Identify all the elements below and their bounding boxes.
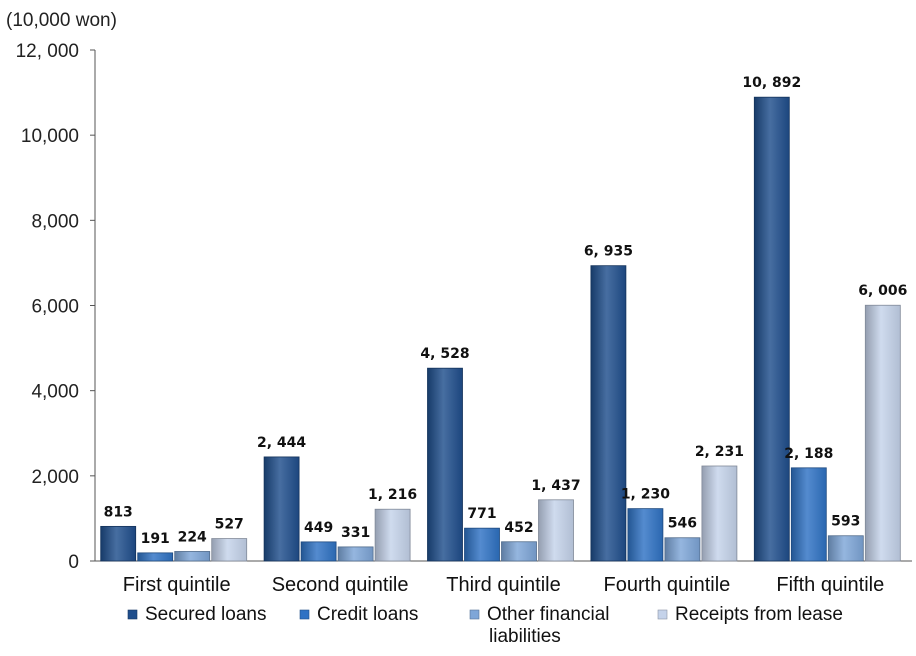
bar-receipts-from-lease <box>538 499 574 562</box>
value-label: 593 <box>831 514 860 530</box>
value-label: 10, 892 <box>742 75 801 91</box>
bar-receipts-from-lease <box>701 465 738 562</box>
bar-other-financial-liabilities <box>174 551 211 562</box>
value-label: 1, 216 <box>368 487 417 503</box>
category-label: Third quintile <box>446 574 561 596</box>
value-labels: 813 191 224 527 2, 444 449 331 1, 216 4, 528 771 4… <box>104 75 908 547</box>
value-label: 527 <box>215 517 244 533</box>
category-labels: First quintile Second quintile Third quint… <box>123 574 884 596</box>
bar-credit-loans <box>790 467 827 562</box>
legend-label: Other financial liabilities <box>487 604 610 647</box>
legend-label: Secured loans <box>145 604 266 625</box>
value-label: 2, 188 <box>784 446 833 462</box>
value-label: 1, 230 <box>621 487 670 503</box>
legend-swatch <box>469 609 480 620</box>
category-label: Fourth quintile <box>604 574 731 596</box>
legend: Secured loans Credit loans Other financial… <box>127 604 843 647</box>
category-label: Fifth quintile <box>776 574 884 596</box>
y-ticks: 0 2,000 4,000 6,000 8,000 10,000 12, 000 <box>16 41 95 573</box>
value-label: 546 <box>668 516 697 532</box>
value-label: 4, 528 <box>420 346 469 362</box>
bar-other-financial-liabilities <box>827 535 864 562</box>
y-tick-label: 10,000 <box>21 126 79 147</box>
value-label: 1, 437 <box>531 478 580 494</box>
value-label: 449 <box>304 520 333 536</box>
y-tick-label: 2,000 <box>31 467 79 488</box>
bar-credit-loans <box>137 552 174 562</box>
bar-secured-loans <box>427 367 463 562</box>
bar-credit-loans <box>627 508 664 562</box>
legend-label: Receipts from lease <box>675 604 843 625</box>
bar-credit-loans <box>300 541 337 562</box>
bar-receipts-from-lease <box>211 538 248 562</box>
value-label: 452 <box>504 520 533 536</box>
bar-secured-loans <box>753 96 790 562</box>
bars <box>100 96 901 562</box>
bar-receipts-from-lease <box>864 304 901 562</box>
y-tick-label: 0 <box>68 552 79 573</box>
value-label: 331 <box>341 525 370 541</box>
value-label: 6, 006 <box>858 283 907 299</box>
value-label: 6, 935 <box>584 244 633 260</box>
bar-secured-loans <box>100 525 137 562</box>
bar-other-financial-liabilities <box>664 537 701 562</box>
y-tick-label: 12, 000 <box>16 41 79 62</box>
value-label: 2, 231 <box>695 444 744 460</box>
category-label: Second quintile <box>272 574 409 596</box>
legend-label: Credit loans <box>317 604 418 625</box>
y-unit-label: (10,000 won) <box>6 10 117 31</box>
y-tick-label: 6,000 <box>31 297 79 318</box>
bar-secured-loans <box>590 265 627 562</box>
value-label: 771 <box>467 506 496 522</box>
bar-secured-loans <box>263 456 300 562</box>
legend-swatch <box>299 609 310 620</box>
bar-other-financial-liabilities <box>501 541 537 562</box>
y-tick-label: 4,000 <box>31 382 79 403</box>
bar-receipts-from-lease <box>374 508 411 562</box>
category-label: First quintile <box>123 574 231 596</box>
value-label: 191 <box>141 531 170 547</box>
value-label: 2, 444 <box>257 435 306 451</box>
legend-swatch <box>657 609 668 620</box>
value-label: 224 <box>178 529 207 545</box>
y-tick-label: 8,000 <box>31 211 79 232</box>
legend-swatch <box>127 609 138 620</box>
bar-credit-loans <box>464 527 500 562</box>
bar-other-financial-liabilities <box>337 546 374 562</box>
value-label: 813 <box>104 504 133 520</box>
